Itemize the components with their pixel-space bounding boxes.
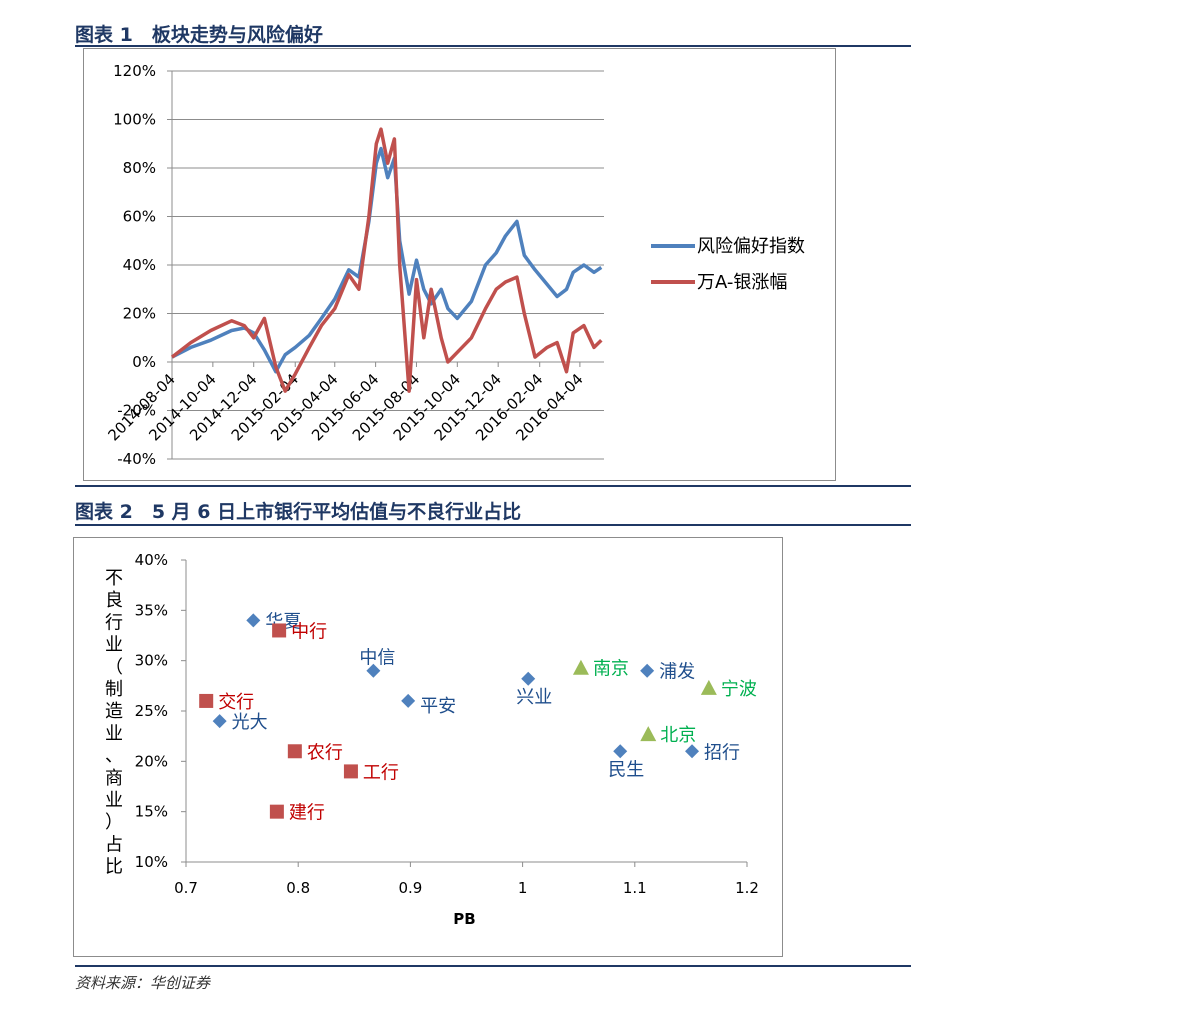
data-label: 兴业	[516, 687, 552, 708]
x-tick-label: 1.2	[735, 879, 759, 897]
y-tick-label: -20%	[117, 402, 156, 420]
point-marker	[640, 726, 657, 742]
point-marker	[287, 744, 302, 759]
y-tick-label: 25%	[135, 702, 168, 720]
scatter-chart: 40% 35% 30% 25% 20% 15% 10% 0.7 0.8 0.9 1 1.1 1.2 PB 不…	[105, 551, 759, 928]
point-marker	[700, 679, 717, 695]
y-tick-label: 40%	[135, 551, 168, 569]
y-axis-title: 不良行业（制造业、商业）占比	[105, 568, 123, 878]
point-marker	[640, 663, 655, 678]
figure2-bottom-rule	[75, 965, 911, 967]
point-marker	[572, 659, 589, 675]
x-axis-title: PB	[453, 910, 475, 928]
data-label: 农行	[307, 742, 343, 763]
series-line	[171, 146, 603, 374]
data-label: 浦发	[659, 662, 695, 683]
x-tick-label: 1.1	[623, 879, 647, 897]
data-label: 工行	[363, 762, 399, 783]
source-note: 资料来源：华创证券	[75, 974, 211, 992]
y-tick-label: 80%	[123, 159, 156, 177]
figure2-chart-frame: 40% 35% 30% 25% 20% 15% 10% 0.7 0.8 0.9 1 1.1 1.2 PB 不…	[73, 537, 783, 957]
data-label: 中行	[291, 621, 327, 642]
data-label: 北京	[660, 725, 696, 746]
point-marker	[212, 714, 227, 729]
y-tick-label: 120%	[113, 62, 156, 80]
data-label: 交行	[218, 692, 254, 713]
point-marker	[269, 804, 284, 819]
point-marker	[521, 671, 536, 686]
y-tick-label: 30%	[135, 652, 168, 670]
point-marker	[401, 693, 416, 708]
y-tick-label: 10%	[135, 853, 168, 871]
x-tick-label: 1	[518, 879, 528, 897]
y-tick-label: 40%	[123, 256, 156, 274]
data-label: 平安	[420, 696, 456, 717]
series-line	[170, 127, 603, 393]
y-tick-label: 60%	[123, 208, 156, 226]
x-tick-label: 0.9	[398, 879, 422, 897]
data-label: 建行	[289, 803, 325, 824]
y-tick-label: 20%	[123, 305, 156, 323]
y-tick-label: 100%	[113, 111, 156, 129]
point-marker	[272, 623, 287, 638]
point-marker	[246, 613, 261, 628]
figure1-chart-frame: 120% 100% 80% 60% 40% 20% 0% -20% -40% 2014-08-04…	[83, 48, 836, 481]
data-label: 宁波	[721, 679, 757, 700]
line-chart: 120%100%80%60%40%20%0%-20%-40%2014-08-04…	[104, 62, 805, 468]
y-tick-label: 15%	[135, 803, 168, 821]
y-tick-label: 35%	[135, 601, 168, 619]
data-label: 招行	[704, 742, 740, 763]
figure1-rule	[75, 45, 911, 47]
x-tick-label: 0.8	[286, 879, 310, 897]
x-tick-label: 0.7	[174, 879, 198, 897]
data-label: 南京	[593, 659, 629, 680]
point-marker	[613, 744, 628, 759]
y-tick-label: 20%	[135, 752, 168, 770]
data-label: 光大	[232, 712, 268, 733]
figure2-caption: 图表 2 5 月 6 日上市银行平均估值与不良行业占比	[75, 501, 522, 523]
figure1-bottom-rule	[75, 485, 911, 487]
data-label: 中信	[359, 648, 395, 669]
y-tick-label: 0%	[132, 353, 156, 371]
figure1-caption: 图表 1 板块走势与风险偏好	[75, 24, 323, 46]
y-tick-label: -40%	[117, 450, 156, 468]
legend-label: 万A-银涨幅	[697, 272, 787, 293]
point-marker	[685, 744, 700, 759]
figure2-rule	[75, 524, 911, 526]
point-marker	[343, 764, 358, 779]
point-marker	[366, 663, 381, 678]
data-label: 民生	[608, 759, 644, 780]
point-marker	[199, 693, 214, 708]
legend-label: 风险偏好指数	[697, 236, 805, 257]
